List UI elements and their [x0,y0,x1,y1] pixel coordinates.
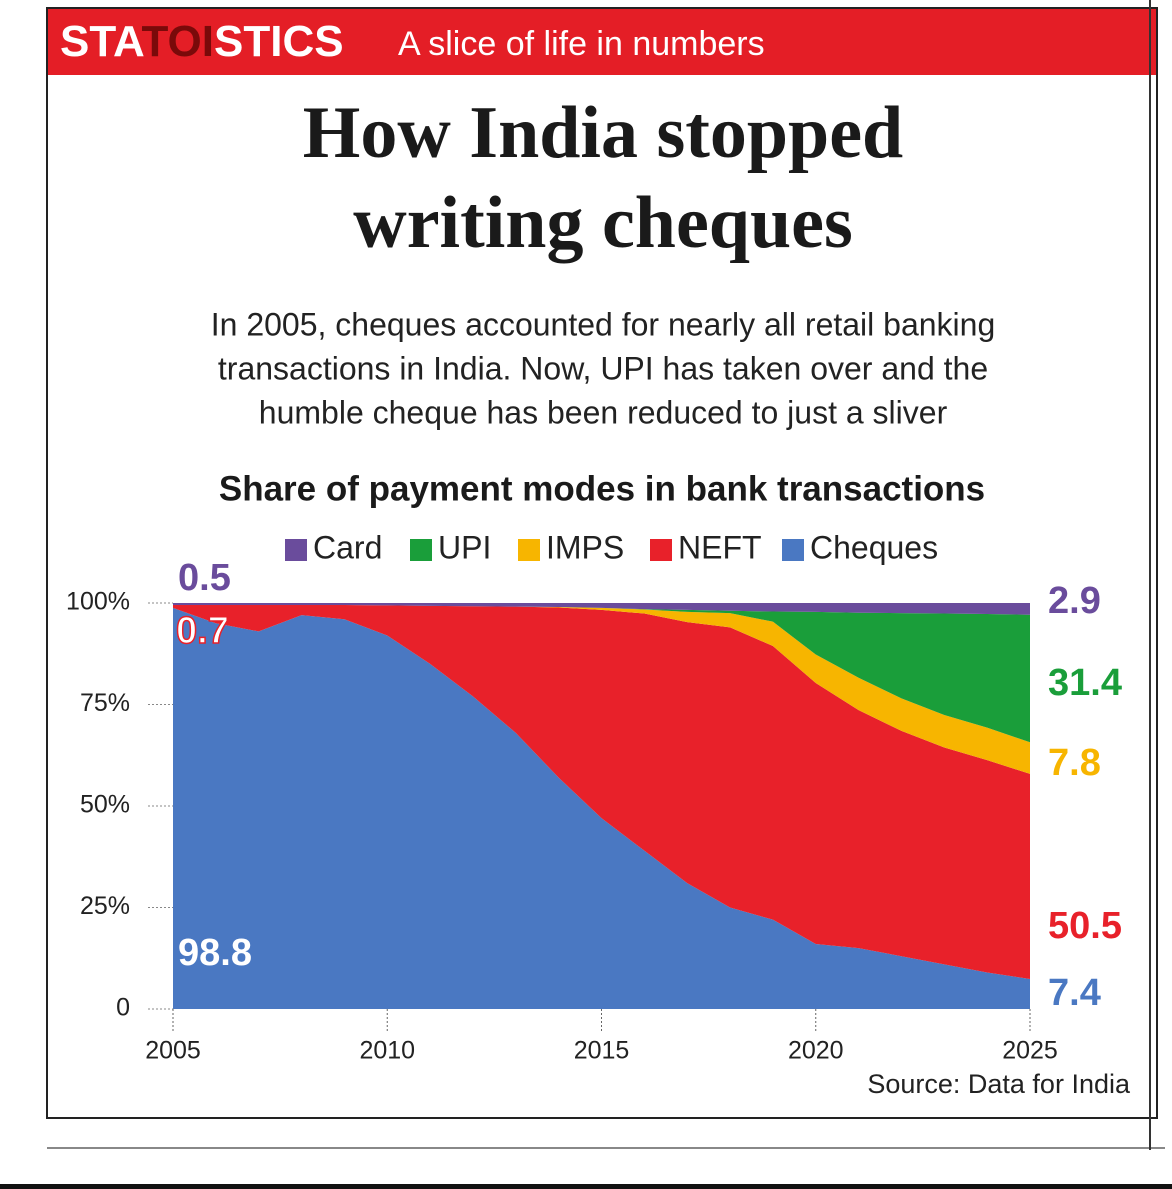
value-label: 0.5 [178,557,231,599]
y-tick-label: 75% [80,689,130,717]
area [173,605,1030,774]
x-tick-label: 2010 [359,1037,415,1065]
header-bar [48,9,1156,75]
chart-title: Share of payment modes in bank transacti… [219,469,985,508]
legend-label: IMPS [546,529,624,565]
brand-part: STICS [214,17,344,66]
legend-swatch [285,539,307,561]
value-label: 2.9 [1048,580,1101,622]
value-label: 7.8 [1048,742,1101,784]
value-label: 31.4 [1048,662,1122,704]
legend-label: UPI [438,529,491,565]
legend-label: NEFT [678,529,762,565]
value-label: 7.4 [1048,972,1101,1014]
title-line: How India stopped [303,92,903,174]
area [173,605,1030,743]
value-label: 98.8 [178,932,252,974]
y-tick-label: 0 [116,994,130,1022]
area [173,607,1030,1009]
source: Source: Data for India [867,1069,1131,1099]
legend-swatch [650,539,672,561]
subtitle-line: In 2005, cheques accounted for nearly al… [211,306,996,342]
y-tick-label: 50% [80,791,130,819]
x-tick-label: 2020 [788,1037,844,1065]
area [173,603,1030,615]
x-tick-label: 2015 [574,1037,630,1065]
legend-swatch [518,539,540,561]
legend-label: Card [313,529,382,565]
bottom-rule [0,1184,1172,1189]
area [173,605,1030,979]
value-label: 0.7 [176,610,229,652]
y-tick-label: 25% [80,892,130,920]
y-tick-label: 100% [66,588,130,616]
subtitle-line: transactions in India. Now, UPI has take… [218,350,988,386]
brand: STATOISTICS [60,17,344,66]
subtitle-line: humble cheque has been reduced to just a… [259,394,948,430]
value-label: 50.5 [1048,905,1122,947]
brand-part: STA [60,17,144,66]
tagline: A slice of life in numbers [398,25,765,63]
x-tick-label: 2005 [145,1037,201,1065]
legend-swatch [782,539,804,561]
x-tick-label: 2025 [1002,1037,1058,1065]
legend-label: Cheques [810,529,938,565]
brand-part: TOI [141,17,214,66]
title-line: writing cheques [353,182,853,264]
legend-swatch [410,539,432,561]
